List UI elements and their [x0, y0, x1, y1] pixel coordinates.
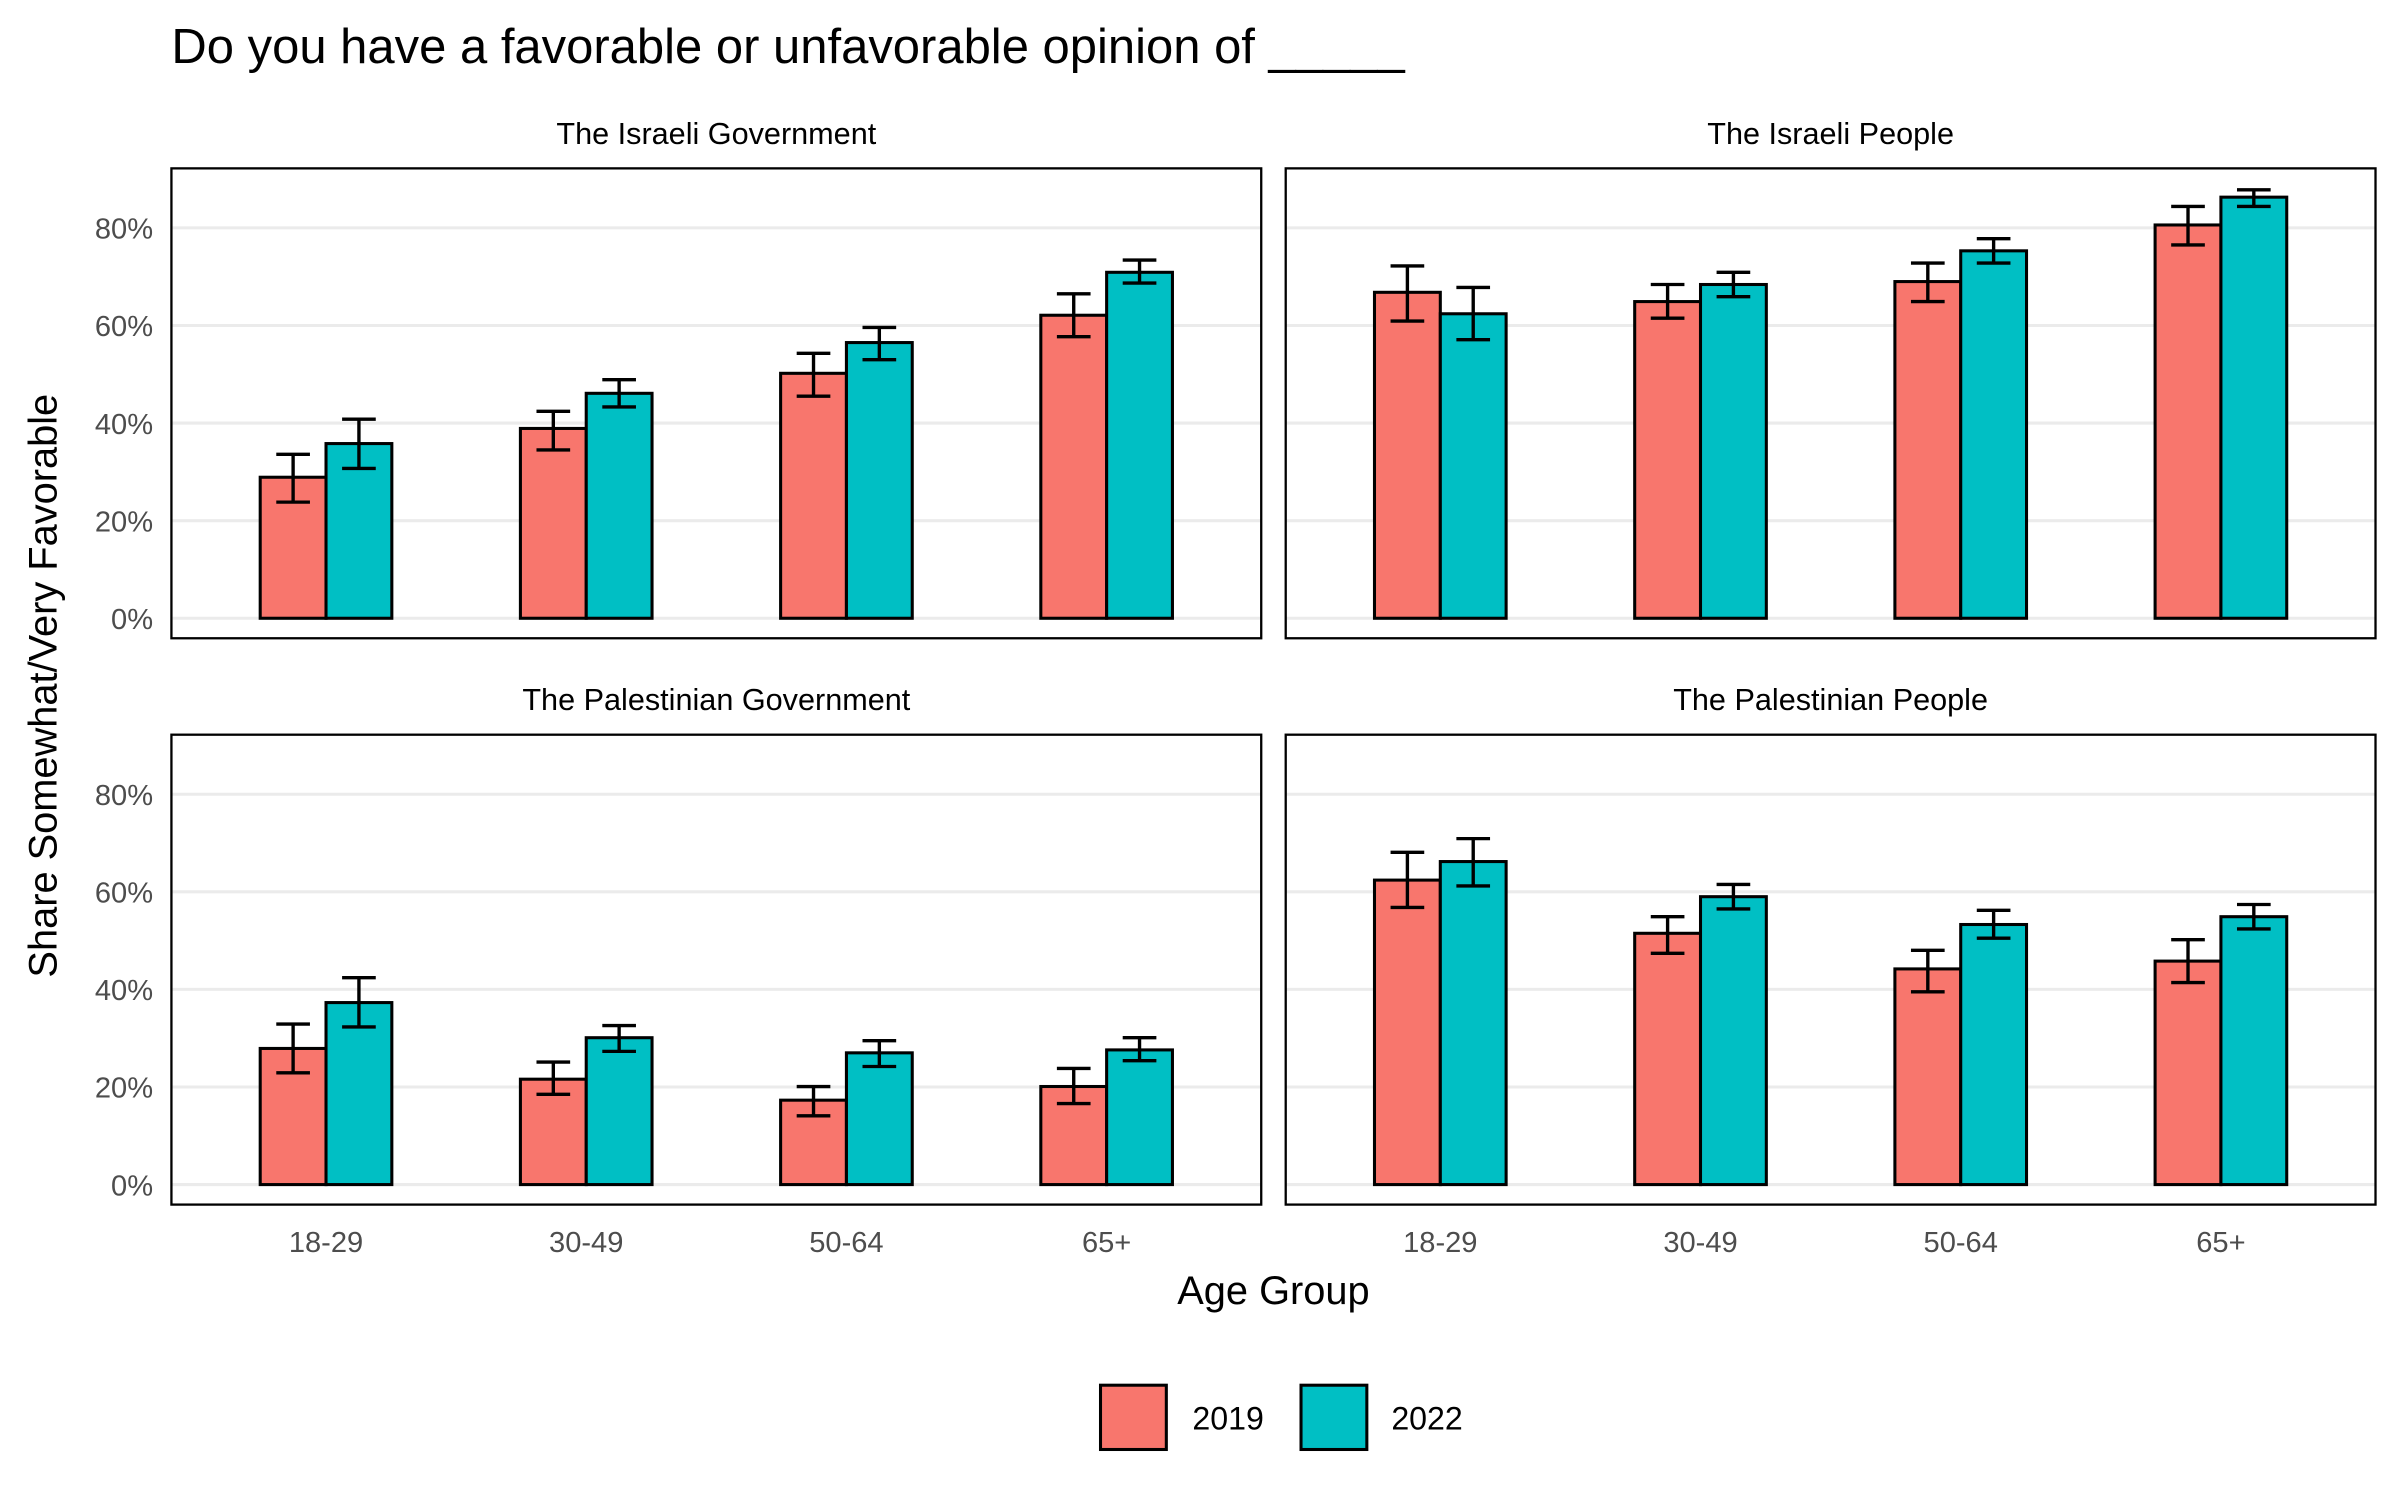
bar-2019-65+	[1039, 313, 1109, 620]
panel-border	[1284, 167, 2377, 640]
panel-title: The Israeli Government	[556, 117, 876, 151]
x-tick-label: 65+	[2196, 1227, 2245, 1259]
bar-2019-50-64	[779, 371, 848, 620]
panel-3: The Palestinian People 18-29 30-49 50-64 65+	[1284, 683, 2377, 1259]
bar-2022-50-64	[1959, 249, 2029, 620]
y-tick-label: 0%	[111, 604, 153, 636]
bar-2022-18-29	[1438, 860, 1508, 1187]
bar-2019-65+	[2153, 959, 2223, 1187]
y-tick-label: 20%	[95, 506, 153, 538]
bar-2019-18-29	[1372, 878, 1442, 1187]
bar-2019-18-29	[1372, 290, 1442, 620]
bar-2022-65+	[1105, 270, 1174, 620]
y-tick-label: 0%	[111, 1170, 153, 1202]
x-tick-label: 30-49	[549, 1227, 623, 1259]
x-tick-label: 18-29	[289, 1227, 363, 1259]
bar-2022-18-29	[1438, 312, 1508, 620]
x-tick-label: 50-64	[809, 1227, 883, 1259]
bar-2019-30-49	[1633, 300, 1703, 620]
bar-2019-50-64	[1893, 280, 1963, 620]
legend-label-2022: 2022	[1391, 1401, 1462, 1437]
y-tick-label: 80%	[95, 780, 153, 812]
x-tick-label: 30-49	[1663, 1227, 1737, 1259]
bar-2022-30-49	[584, 1036, 654, 1187]
y-tick-label: 60%	[95, 311, 153, 343]
y-tick-label: 20%	[95, 1073, 153, 1105]
bar-2022-50-64	[844, 1051, 914, 1187]
bar-2022-18-29	[324, 442, 394, 620]
x-axis-label: Age Group	[1177, 1269, 1369, 1313]
bar-2022-18-29	[324, 1001, 394, 1187]
bar-2022-30-49	[584, 391, 654, 620]
panel-border	[170, 167, 1263, 640]
panel-0: The Israeli Government 0% 20% 40% 60% 80%	[95, 117, 1263, 640]
bar-2022-50-64	[844, 341, 914, 620]
y-tick-label: 40%	[95, 409, 153, 441]
panel-border	[170, 733, 1263, 1206]
panel-2: The Palestinian Government 0% 20% 40% 60% 80%…	[95, 683, 1263, 1259]
legend-swatch-2022	[1299, 1383, 1369, 1452]
bar-2022-50-64	[1959, 922, 2029, 1187]
bar-2022-65+	[1105, 1048, 1174, 1187]
legend-label-2019: 2019	[1192, 1401, 1263, 1437]
y-tick-label: 80%	[95, 214, 153, 246]
legend-swatch-2019	[1098, 1383, 1168, 1452]
y-axis-label: Share Somewhat/Very Favorable	[22, 394, 66, 978]
legend: 2019 2022	[1098, 1383, 1463, 1452]
bar-2022-65+	[2219, 195, 2289, 620]
x-tick-label: 18-29	[1403, 1227, 1477, 1259]
y-tick-label: 60%	[95, 878, 153, 910]
bar-2019-30-49	[518, 426, 588, 620]
bar-2022-65+	[2219, 915, 2289, 1187]
panel-border	[1284, 733, 2377, 1206]
bar-2022-30-49	[1698, 282, 1768, 620]
chart-title: Do you have a favorable or unfavorable o…	[171, 20, 1405, 74]
bar-2022-30-49	[1698, 895, 1768, 1187]
bar-2019-65+	[2153, 223, 2223, 620]
x-tick-label: 50-64	[1924, 1227, 1998, 1259]
panel-1: The Israeli People	[1284, 117, 2377, 640]
x-tick-label: 65+	[1082, 1227, 1131, 1259]
bar-2019-30-49	[1633, 931, 1703, 1187]
bar-2019-50-64	[1893, 967, 1963, 1187]
y-tick-label: 40%	[95, 975, 153, 1007]
panel-title: The Palestinian People	[1673, 683, 1988, 717]
panel-title: The Israeli People	[1707, 117, 1954, 151]
panel-title: The Palestinian Government	[522, 683, 910, 717]
